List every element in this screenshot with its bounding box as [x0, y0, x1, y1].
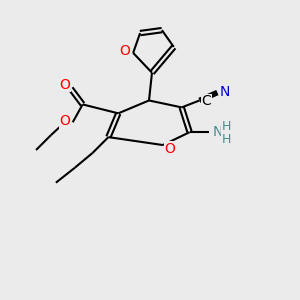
Text: H: H	[222, 120, 231, 133]
Text: H: H	[222, 133, 231, 146]
Text: O: O	[119, 44, 130, 58]
Text: C: C	[202, 94, 211, 109]
Text: O: O	[164, 142, 175, 156]
Text: O: O	[59, 78, 70, 92]
Text: N: N	[220, 85, 230, 98]
Text: O: O	[59, 114, 70, 128]
Text: N: N	[212, 125, 223, 139]
